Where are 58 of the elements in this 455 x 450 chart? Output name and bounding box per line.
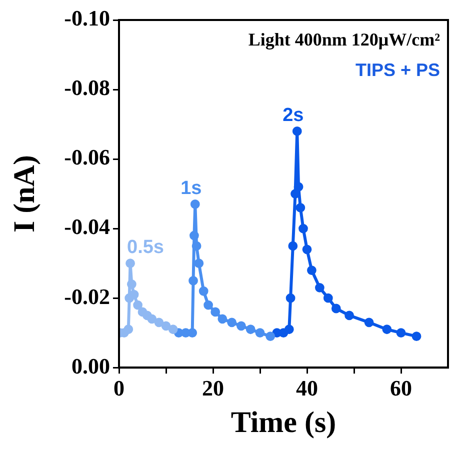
point xyxy=(190,200,200,209)
point xyxy=(296,203,306,212)
y-tick-label: -0.04 xyxy=(64,214,110,240)
point xyxy=(292,126,302,136)
y-tick-label: -0.08 xyxy=(64,75,110,100)
x-tick-label: 60 xyxy=(390,375,412,400)
point xyxy=(210,307,220,317)
point xyxy=(284,324,294,334)
point xyxy=(412,332,422,342)
point xyxy=(124,324,134,334)
point xyxy=(294,182,304,192)
point xyxy=(255,328,265,338)
point xyxy=(227,318,236,328)
point xyxy=(194,258,204,268)
point xyxy=(198,286,208,296)
point xyxy=(188,276,198,286)
annotation: TIPS + PS xyxy=(355,60,440,80)
point xyxy=(188,328,198,338)
point xyxy=(298,224,308,234)
y-tick-label: -0.02 xyxy=(64,284,110,309)
point xyxy=(344,310,354,320)
series-label: 0.5s xyxy=(127,237,164,258)
point xyxy=(218,314,228,324)
point xyxy=(323,293,333,303)
y-axis-title: I (nA) xyxy=(8,155,41,233)
point xyxy=(126,279,136,289)
point xyxy=(126,258,135,268)
x-axis-title: Time (s) xyxy=(230,406,336,439)
point xyxy=(204,300,213,310)
point xyxy=(266,332,276,342)
y-tick-label: -0.06 xyxy=(64,144,110,170)
point xyxy=(307,266,316,275)
x-tick-label: 20 xyxy=(202,375,224,400)
point xyxy=(129,290,139,300)
point xyxy=(192,241,202,251)
point xyxy=(396,328,406,338)
annotation: Light 400nm 120μW/cm² xyxy=(248,30,440,50)
point xyxy=(286,293,296,303)
point xyxy=(154,318,164,328)
x-tick-label: 0 xyxy=(114,375,124,400)
x-tick-label: 40 xyxy=(296,375,318,400)
point xyxy=(246,324,256,334)
point xyxy=(331,304,341,314)
point xyxy=(382,324,392,334)
series-label: 1s xyxy=(180,178,202,199)
series-label: 2s xyxy=(282,104,304,126)
point xyxy=(133,300,142,310)
point xyxy=(302,244,312,254)
point xyxy=(161,321,171,331)
point xyxy=(190,230,199,240)
point xyxy=(168,324,178,334)
y-tick-label: 0.00 xyxy=(72,353,110,378)
point xyxy=(364,318,374,328)
y-tick-label: -0.10 xyxy=(64,6,110,31)
point xyxy=(147,314,157,324)
point xyxy=(288,241,298,251)
point xyxy=(314,282,324,292)
point xyxy=(236,321,246,331)
